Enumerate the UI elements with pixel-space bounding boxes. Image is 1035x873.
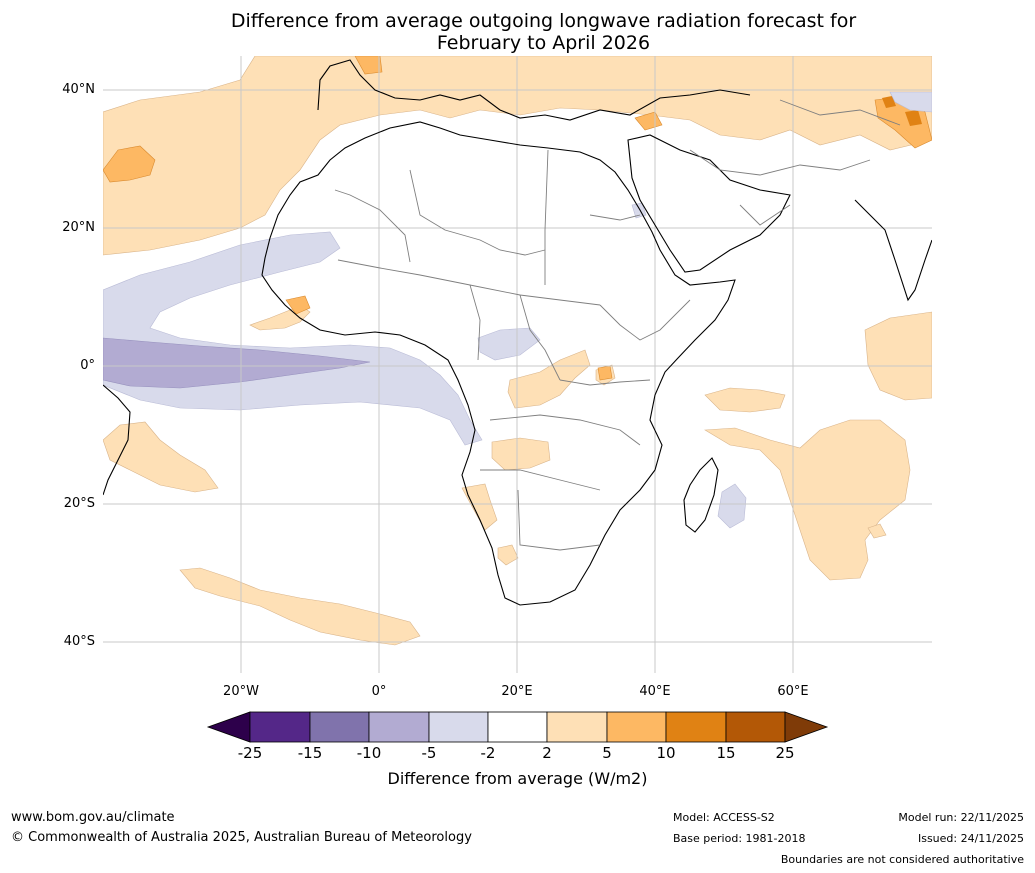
itcz-weak-band [103,231,483,446]
west-africa-orange-patch [285,295,311,315]
colorbar-segment-neutral [487,711,548,743]
lake-orange-patch [597,365,613,381]
boundaries-disclaimer: Boundaries are not considered authoritat… [780,853,1024,866]
south-africa-warm-patch [497,544,519,566]
model-run-date: Model run: 22/11/2025 [898,811,1024,824]
colorbar-segment-neg-25-15 [249,711,311,743]
equatorial-atlantic-negative [103,337,371,389]
iberia-orange-patch [354,56,383,75]
lat-label-20n: 20°N [62,220,95,235]
india-coastline [854,199,932,302]
colorbar-tick: -5 [421,744,437,762]
very-strong-positive-anomaly-regions [882,96,922,126]
coastlines [103,59,932,606]
arabian-sea-warm-region [864,311,932,401]
south-america-coastline [103,384,131,496]
lon-label-20w: 20°W [223,684,259,699]
colorbar-segment-pos-5-10 [606,711,667,743]
madagascar-east-warm-patch [704,387,786,413]
lon-label-20e: 20°E [501,684,533,699]
lon-label-40e: 40°E [639,684,671,699]
colorbar [206,711,829,743]
model-name: Model: ACCESS-S2 [673,811,775,824]
colorbar-tick: 10 [656,744,676,762]
colorbar-segment-neg-5-2 [428,711,489,743]
southern-ocean-warm-band [179,567,421,646]
copyright-text: © Commonwealth of Australia 2025, Austra… [11,830,472,845]
congo-weak-negative [477,327,541,361]
colorbar-tick: -2 [480,744,496,762]
colorbar-segment-neg-15-10 [309,711,370,743]
caspian-weak-negative [889,91,932,113]
congo-warm-patch [507,349,591,409]
colorbar-tick: 15 [716,744,736,762]
colorbar-tick: 5 [602,744,612,762]
lat-label-40n: 40°N [62,82,95,97]
mascarene-warm-patch [867,523,887,539]
website-link[interactable]: www.bom.gov.au/climate [11,810,175,825]
lon-label-60e: 60°E [777,684,809,699]
lat-label-20s: 20°S [63,496,95,511]
madagascar-weak-negative [717,483,747,529]
caspian-strong-patch [882,96,896,108]
colorbar-title: Difference from average (W/m2) [387,769,648,788]
country-boundaries [334,99,901,551]
colorbar-over-triangle [784,711,829,743]
colorbar-tick: 25 [775,744,795,762]
chart-title: Difference from average outgoing longwav… [0,10,1035,54]
title-line-1: Difference from average outgoing longwav… [230,10,857,32]
colorbar-tick: 2 [542,744,552,762]
colorbar-segment-pos-2-5 [546,711,608,743]
namibia-warm-patch [461,483,498,531]
madagascar-coastline [683,457,719,533]
graticule [103,56,932,673]
lon-label-0: 0° [371,684,387,699]
north-atlantic-warm-region [103,56,932,256]
colorbar-tick: -15 [297,744,323,762]
colorbar-segment-neg-10-5 [368,711,430,743]
colorbar-under-triangle [206,711,251,743]
lat-label-40s: 40°S [63,634,95,649]
lat-label-equator: 0° [80,358,95,373]
zagros-strong-patch [905,110,922,126]
africa-coastline [261,121,736,606]
negative-anomaly-regions [103,91,932,529]
colorbar-segment-pos-15-25 [725,711,786,743]
colorbar-segment-pos-10-15 [665,711,727,743]
issued-date: Issued: 24/11/2025 [917,832,1024,845]
title-line-2: February to April 2026 [436,32,651,54]
moderate-negative-anomaly-regions [103,337,371,389]
zambia-warm-patch [491,437,551,471]
colorbar-tick: -25 [237,744,263,762]
atlantic-orange-patch [103,145,156,183]
europe-coastline [317,59,751,121]
base-period: Base period: 1981-2018 [673,832,806,845]
south-atlantic-warm-patch [103,421,219,493]
colorbar-tick: -10 [356,744,382,762]
